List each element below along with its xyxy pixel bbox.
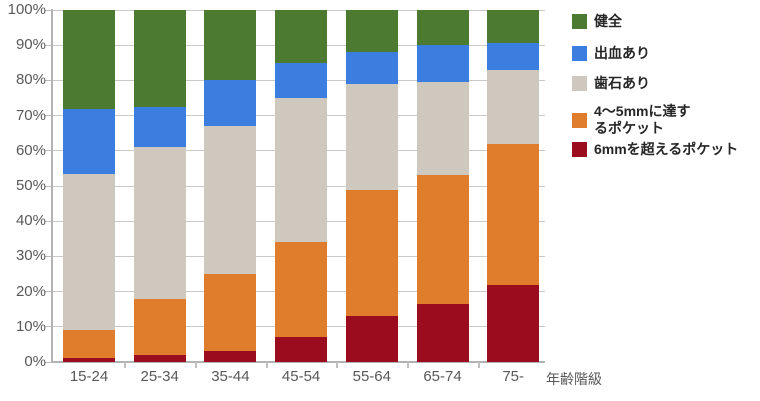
x-axis-tick: [124, 362, 127, 368]
x-axis-tick: [195, 362, 198, 368]
legend-item: 6mmを超えるポケット: [572, 141, 738, 158]
segment-pocket-4-5mm: [345, 189, 398, 317]
y-axis-tick: [45, 44, 52, 46]
legend-swatch-icon: [572, 46, 587, 61]
legend: 健全出血あり歯石あり 4〜5mmに達す るポケット 6mmを超えるポケット: [572, 0, 760, 200]
legend-item: 歯石あり: [572, 75, 650, 92]
legend-item: 4〜5mmに達す るポケット: [572, 103, 690, 137]
segment-pocket-over-6mm: [345, 316, 398, 362]
y-axis-label: 90%: [15, 36, 46, 54]
segment-healthy: [63, 10, 115, 109]
y-axis-tick: [45, 326, 52, 328]
legend-label: 健全: [594, 13, 622, 29]
segment-calculus: [275, 98, 328, 243]
y-axis-label: 30%: [15, 247, 46, 265]
bar-55-64: [345, 10, 398, 362]
bar-15-24: [63, 10, 115, 362]
segment-healthy: [204, 10, 257, 81]
bar-35-44: [204, 10, 257, 362]
segment-bleeding: [345, 52, 398, 84]
y-axis-tick: [45, 220, 52, 222]
x-axis-label: 25-34: [140, 368, 179, 385]
gridline: [52, 9, 545, 11]
x-axis-title: 年齢階級: [546, 371, 602, 387]
segment-calculus: [487, 69, 540, 144]
segment-healthy: [275, 10, 328, 63]
legend-item: 健全: [572, 13, 622, 30]
y-axis-label: 20%: [15, 282, 46, 300]
y-axis-tick: [45, 361, 52, 363]
y-axis-tick: [45, 150, 52, 152]
x-axis-label: 75-: [502, 368, 525, 385]
legend-item: 出血あり: [572, 45, 650, 62]
segment-pocket-4-5mm: [204, 274, 257, 352]
legend-label: 出血あり: [594, 45, 650, 61]
y-axis-label: 60%: [15, 141, 46, 159]
x-axis-label: 65-74: [423, 368, 462, 385]
legend-label: 4〜5mmに達す るポケット: [594, 103, 691, 136]
y-axis-tick: [45, 255, 52, 257]
segment-calculus: [345, 83, 398, 190]
segment-pocket-over-6mm: [416, 303, 469, 362]
segment-bleeding: [487, 43, 540, 70]
segment-healthy: [133, 10, 186, 107]
x-axis-label: 15-24: [69, 368, 109, 385]
y-axis-label: 80%: [15, 71, 46, 89]
segment-pocket-over-6mm: [204, 351, 257, 362]
y-axis-label: 70%: [15, 106, 46, 124]
segment-pocket-4-5mm: [275, 242, 328, 338]
segment-pocket-over-6mm: [487, 284, 540, 362]
x-axis-label: 35-44: [211, 368, 250, 385]
bar-65-74: [416, 10, 469, 362]
segment-calculus: [204, 126, 257, 274]
segment-bleeding: [416, 45, 469, 83]
y-axis-label: 40%: [15, 212, 46, 230]
segment-pocket-4-5mm: [487, 143, 540, 285]
segment-healthy: [345, 10, 398, 53]
x-axis-line: [51, 361, 545, 363]
segment-pocket-over-6mm: [275, 337, 328, 362]
legend-swatch-icon: [572, 142, 587, 157]
segment-pocket-4-5mm: [416, 175, 469, 304]
x-axis-tick: [477, 362, 480, 368]
x-axis-label: 45-54: [281, 368, 321, 385]
segment-bleeding: [204, 80, 257, 127]
legend-swatch-icon: [572, 112, 587, 128]
bar-25-34: [133, 10, 186, 362]
x-axis-label: 55-64: [352, 368, 391, 385]
y-axis-label: 100%: [7, 1, 46, 18]
bar-75-: [487, 10, 540, 362]
segment-pocket-over-6mm: [133, 354, 186, 362]
y-axis-label: 50%: [15, 177, 46, 194]
segment-pocket-4-5mm: [133, 298, 186, 355]
legend-label: 6mmを超えるポケット: [594, 141, 739, 157]
y-axis-tick: [45, 291, 52, 293]
y-axis-tick: [45, 9, 52, 11]
legend-label: 歯石あり: [594, 75, 650, 91]
segment-bleeding: [275, 62, 328, 98]
y-axis-line: [51, 9, 53, 362]
x-axis-tick: [336, 362, 339, 368]
y-axis-label: 0%: [24, 353, 46, 370]
bar-45-54: [275, 10, 328, 362]
segment-calculus: [63, 173, 115, 331]
y-axis-tick: [45, 185, 52, 187]
segment-pocket-4-5mm: [63, 330, 115, 359]
segment-healthy: [487, 10, 540, 44]
x-axis-tick: [265, 362, 268, 368]
segment-bleeding: [63, 108, 115, 174]
y-axis-label: 10%: [15, 317, 46, 335]
y-axis-tick: [45, 79, 52, 81]
x-axis-tick: [407, 362, 410, 368]
segment-bleeding: [133, 106, 186, 148]
segment-pocket-over-6mm: [63, 358, 115, 362]
segment-healthy: [416, 10, 469, 46]
legend-swatch-icon: [572, 76, 587, 91]
segment-calculus: [416, 82, 469, 176]
segment-calculus: [133, 147, 186, 299]
y-axis-tick: [45, 115, 52, 117]
legend-swatch-icon: [572, 14, 587, 29]
